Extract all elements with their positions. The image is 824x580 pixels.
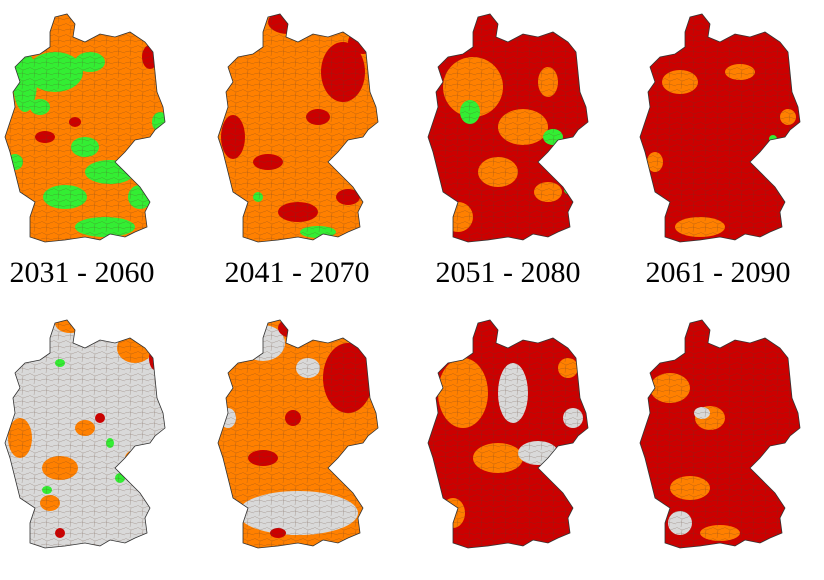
map (639, 319, 801, 549)
map (4, 13, 166, 243)
map (4, 319, 166, 549)
map (427, 13, 589, 243)
period-label: 2051 - 2080 (436, 256, 581, 289)
map (639, 13, 801, 243)
map (217, 319, 379, 549)
period-label: 2041 - 2070 (225, 256, 370, 289)
period-label: 2031 - 2060 (10, 256, 155, 289)
map (217, 13, 379, 243)
period-label: 2061 - 2090 (646, 256, 791, 289)
map (427, 319, 589, 549)
